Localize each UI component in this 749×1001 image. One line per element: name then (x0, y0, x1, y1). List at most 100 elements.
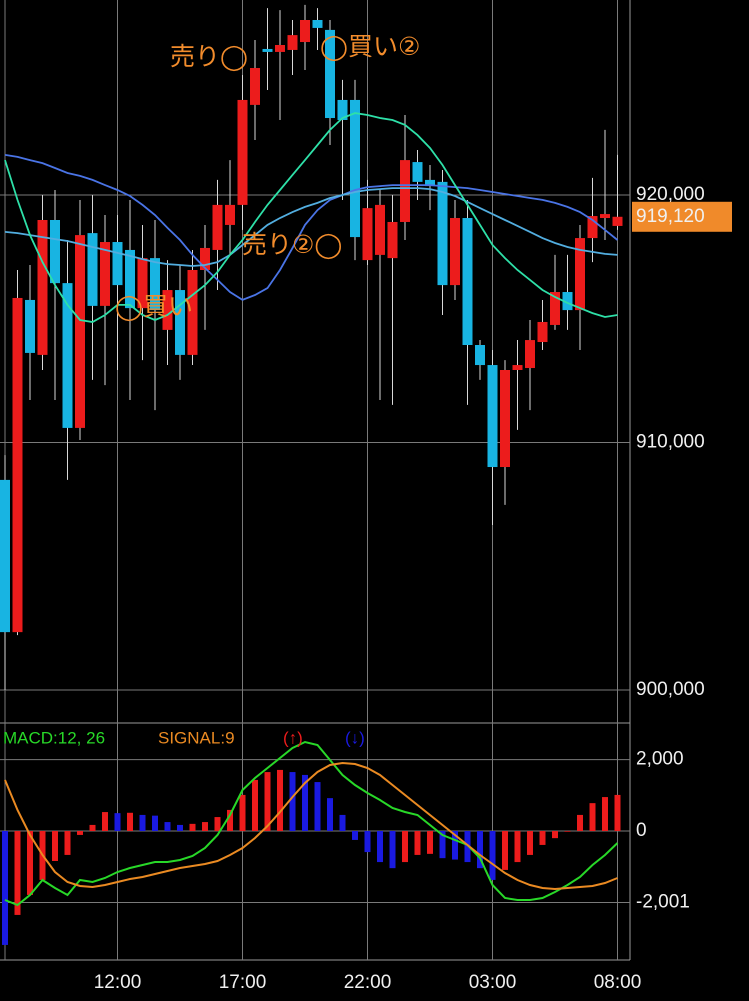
macd-histogram-bar (552, 831, 558, 839)
candle-body (100, 242, 110, 306)
candle-body (50, 219, 60, 284)
candle-body (237, 99, 248, 205)
macd-histogram-bar (314, 782, 321, 831)
candle-body (425, 179, 435, 187)
macd-histogram-bar (614, 794, 621, 831)
candle-body (275, 44, 285, 52)
y-tick-label: 900,000 (636, 679, 705, 700)
macd-histogram-bar (377, 831, 383, 863)
candle-body (287, 35, 298, 50)
candle-body (125, 249, 135, 309)
macd-histogram-bar (539, 831, 546, 845)
macd-histogram-bar (364, 831, 371, 853)
macd-histogram-bar (214, 817, 221, 831)
annotation: 売り◯ (170, 42, 248, 72)
annotation: 売り②◯ (242, 230, 342, 260)
candle-body (87, 233, 98, 306)
annotation: ◯買い② (320, 32, 420, 62)
candle-body (612, 216, 623, 226)
candle-body (25, 299, 35, 353)
macd-histogram-bar (527, 831, 533, 855)
macd-histogram-bar (89, 824, 96, 831)
y-tick-label: 910,000 (636, 432, 705, 453)
macd-histogram-bar (177, 824, 183, 831)
macd-histogram-bar (602, 797, 608, 831)
candle-body (550, 292, 560, 325)
candle-body (487, 365, 498, 468)
x-tick-label: 12:00 (94, 972, 142, 993)
candle-body (475, 344, 485, 366)
candle-body (300, 19, 310, 43)
candle-body (587, 216, 598, 239)
legend-rise: (↑) (283, 728, 303, 747)
candle-body (262, 48, 273, 52)
macd-histogram-bar (139, 814, 146, 831)
candle-body (500, 369, 510, 468)
candle-body (600, 214, 610, 219)
candle-body (150, 258, 160, 311)
macd-histogram-bar (414, 831, 421, 855)
macd-histogram-bar (339, 814, 346, 831)
candle-body (75, 235, 85, 428)
macd-histogram-bar (14, 831, 21, 915)
macd-histogram-bar (2, 831, 8, 945)
candle-body (187, 269, 198, 355)
candle-body (362, 208, 373, 261)
candle-body (175, 290, 185, 355)
macd-histogram-bar (164, 822, 171, 831)
candle-body (112, 242, 123, 286)
candle-body (387, 221, 398, 259)
last-price-box (632, 201, 732, 232)
macd-histogram-bar (277, 769, 283, 831)
y-tick-label: 920,000 (636, 184, 705, 205)
candle-body (412, 162, 423, 182)
macd-histogram-bar (52, 831, 58, 861)
macd-histogram-bar (577, 814, 583, 831)
candle-body (12, 297, 23, 633)
annotation: ◯買い (115, 292, 193, 322)
candle-body (225, 204, 235, 225)
candle-body (62, 283, 73, 428)
candle-body (437, 181, 448, 286)
y-tick-label: -2,001 (636, 891, 690, 912)
candle-body (375, 204, 385, 255)
macd-histogram-bar (264, 772, 271, 831)
macd-histogram-bar (477, 831, 483, 869)
candle-body (37, 219, 48, 355)
macd-histogram-bar (389, 831, 396, 869)
moving-average-line (4, 187, 618, 267)
macd-histogram-bar (227, 809, 233, 831)
macd-histogram-bar (152, 815, 158, 831)
macd-histogram-bar (77, 831, 83, 835)
macd-line (4, 761, 618, 891)
macd-histogram-bar (514, 831, 521, 863)
macd-histogram-bar (289, 772, 296, 831)
candle-body (137, 258, 148, 309)
macd-histogram-bar (127, 812, 133, 831)
candle-body (325, 29, 335, 119)
macd-histogram-bar (27, 831, 33, 895)
y-tick-label: 2,000 (636, 749, 684, 770)
candle-body (212, 204, 223, 250)
candle-body (337, 99, 348, 120)
last-price-label: 919,120 (636, 206, 705, 227)
legend-fall: (↓) (345, 728, 365, 747)
candle-body (450, 218, 460, 286)
candle-body (400, 160, 410, 222)
x-tick-label: 17:00 (219, 972, 267, 993)
candle-body (537, 321, 548, 343)
candle-body (312, 19, 323, 28)
candle-body (0, 479, 10, 633)
macd-histogram-bar (239, 794, 246, 831)
macd-histogram-bar (489, 831, 496, 880)
x-tick-label: 08:00 (594, 972, 642, 993)
macd-histogram-bar (102, 812, 108, 831)
y-tick-label: 0 (636, 820, 647, 841)
macd-histogram-bar (252, 779, 258, 831)
macd-histogram-bar (564, 831, 571, 832)
legend-entry: SIGNAL:9 (158, 728, 235, 747)
moving-average-line (4, 154, 619, 301)
macd-line (4, 740, 619, 907)
